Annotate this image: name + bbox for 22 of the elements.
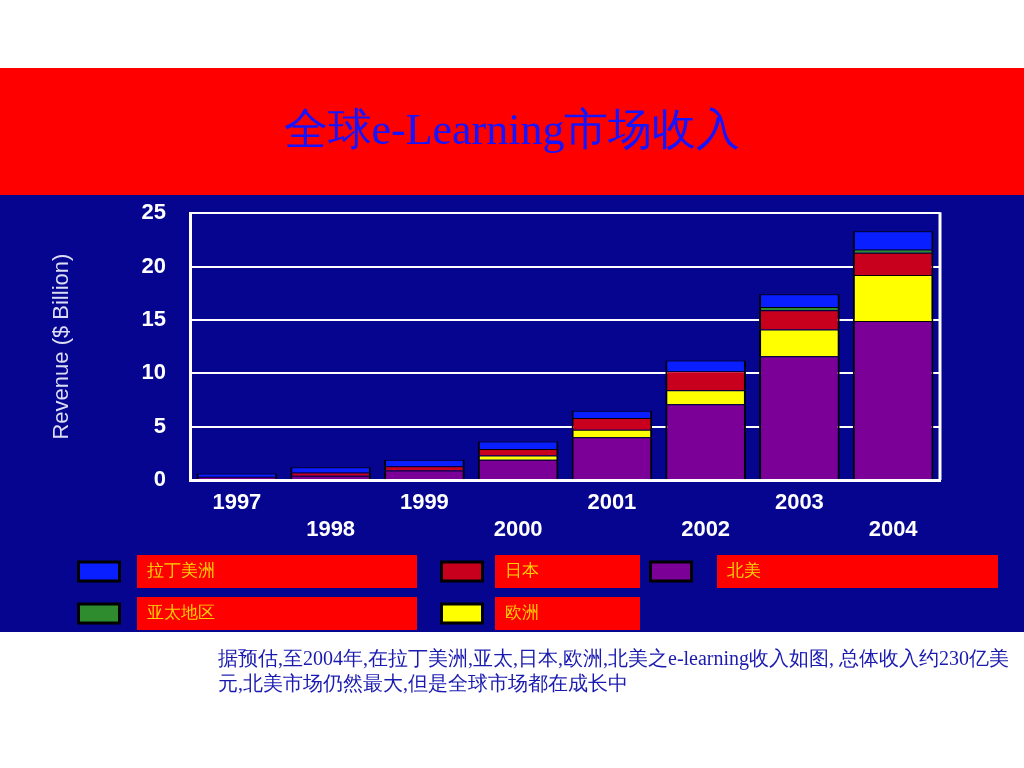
chart-title: 全球e-Learning市场收入 [283,104,741,156]
y-tick-label: 10 [141,359,166,385]
legend-label: 亚太地区 [147,601,215,622]
x-tick-label: 1999 [399,489,449,515]
x-tick-label: 2004 [868,515,919,541]
y-axis-title: Revenue ($ Billion) [48,253,74,440]
y-tick-label: 5 [153,412,166,438]
y-tick-label: 25 [141,199,166,225]
x-tick-label: 2003 [774,489,824,515]
x-tick-label: 2001 [587,489,637,515]
x-tick-label: 2002 [681,515,731,541]
x-tick-label: 2000 [493,515,543,541]
legend-label: 欧洲 [505,601,539,622]
y-tick-label: 0 [153,466,166,492]
x-tick-label: 1997 [212,489,262,515]
text: 据预估,至2004年,在拉丁美洲,亚太,日本,欧洲,北美之e-learning收入如图, 总体收入约230亿美元,北美市场仍然最大,但是全球市场都在成长中 [218,646,1011,696]
y-tick-label: 20 [141,252,166,278]
legend-label: 拉丁美洲 [147,559,215,580]
y-tick-label: 15 [141,305,166,331]
x-tick-label: 1998 [306,515,356,541]
legend-label: 日本 [505,559,539,580]
legend-label: 北美 [727,559,761,580]
